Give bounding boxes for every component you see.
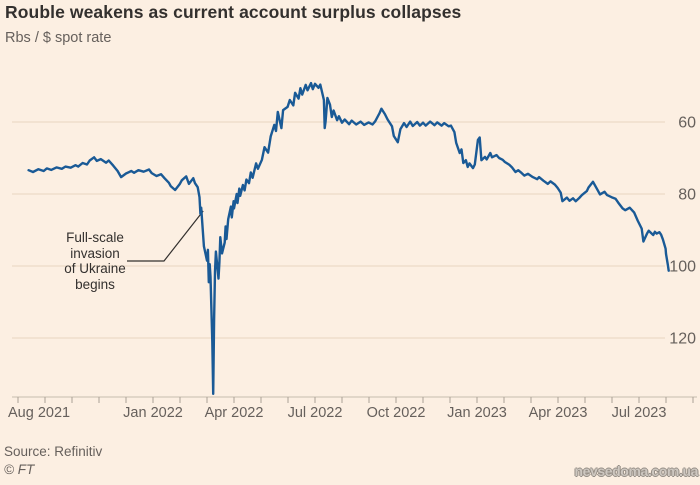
- y-axis-label-100: 100: [669, 259, 696, 276]
- x-axis-label: Aug 2021: [8, 405, 70, 421]
- chart-title: Rouble weakens as current account surplu…: [5, 2, 462, 22]
- chart-subtitle: Rbs / $ spot rate: [5, 30, 112, 46]
- annotation-line: Full-scale: [66, 230, 124, 245]
- spot-rate-line: [27, 81, 670, 395]
- x-axis-label: Jul 2022: [288, 405, 343, 421]
- x-axis-label: Jan 2022: [123, 405, 183, 421]
- y-axis-label-120: 120: [669, 331, 696, 348]
- annotation-invasion: Full-scale invasion of Ukraine begins: [35, 230, 155, 292]
- x-axis-label: Jan 2023: [447, 405, 507, 421]
- y-axis-label-80: 80: [678, 187, 696, 204]
- annotation-line: begins: [75, 276, 115, 292]
- x-axis-label: Apr 2023: [529, 405, 588, 421]
- x-axis-label: Oct 2022: [367, 405, 426, 421]
- annotation-line: invasion: [70, 245, 120, 261]
- site-watermark: nevsedoma.com.ua: [574, 463, 698, 479]
- source-credit: Source: Refinitiv: [4, 444, 103, 459]
- x-axis-label: Apr 2022: [205, 405, 264, 421]
- ft-copyright: © FT: [4, 462, 35, 477]
- y-axis-label-60: 60: [678, 115, 696, 132]
- x-axis-label: Jul 2023: [612, 405, 667, 421]
- annotation-leader-line: [127, 210, 204, 262]
- annotation-line: of Ukraine: [64, 261, 126, 276]
